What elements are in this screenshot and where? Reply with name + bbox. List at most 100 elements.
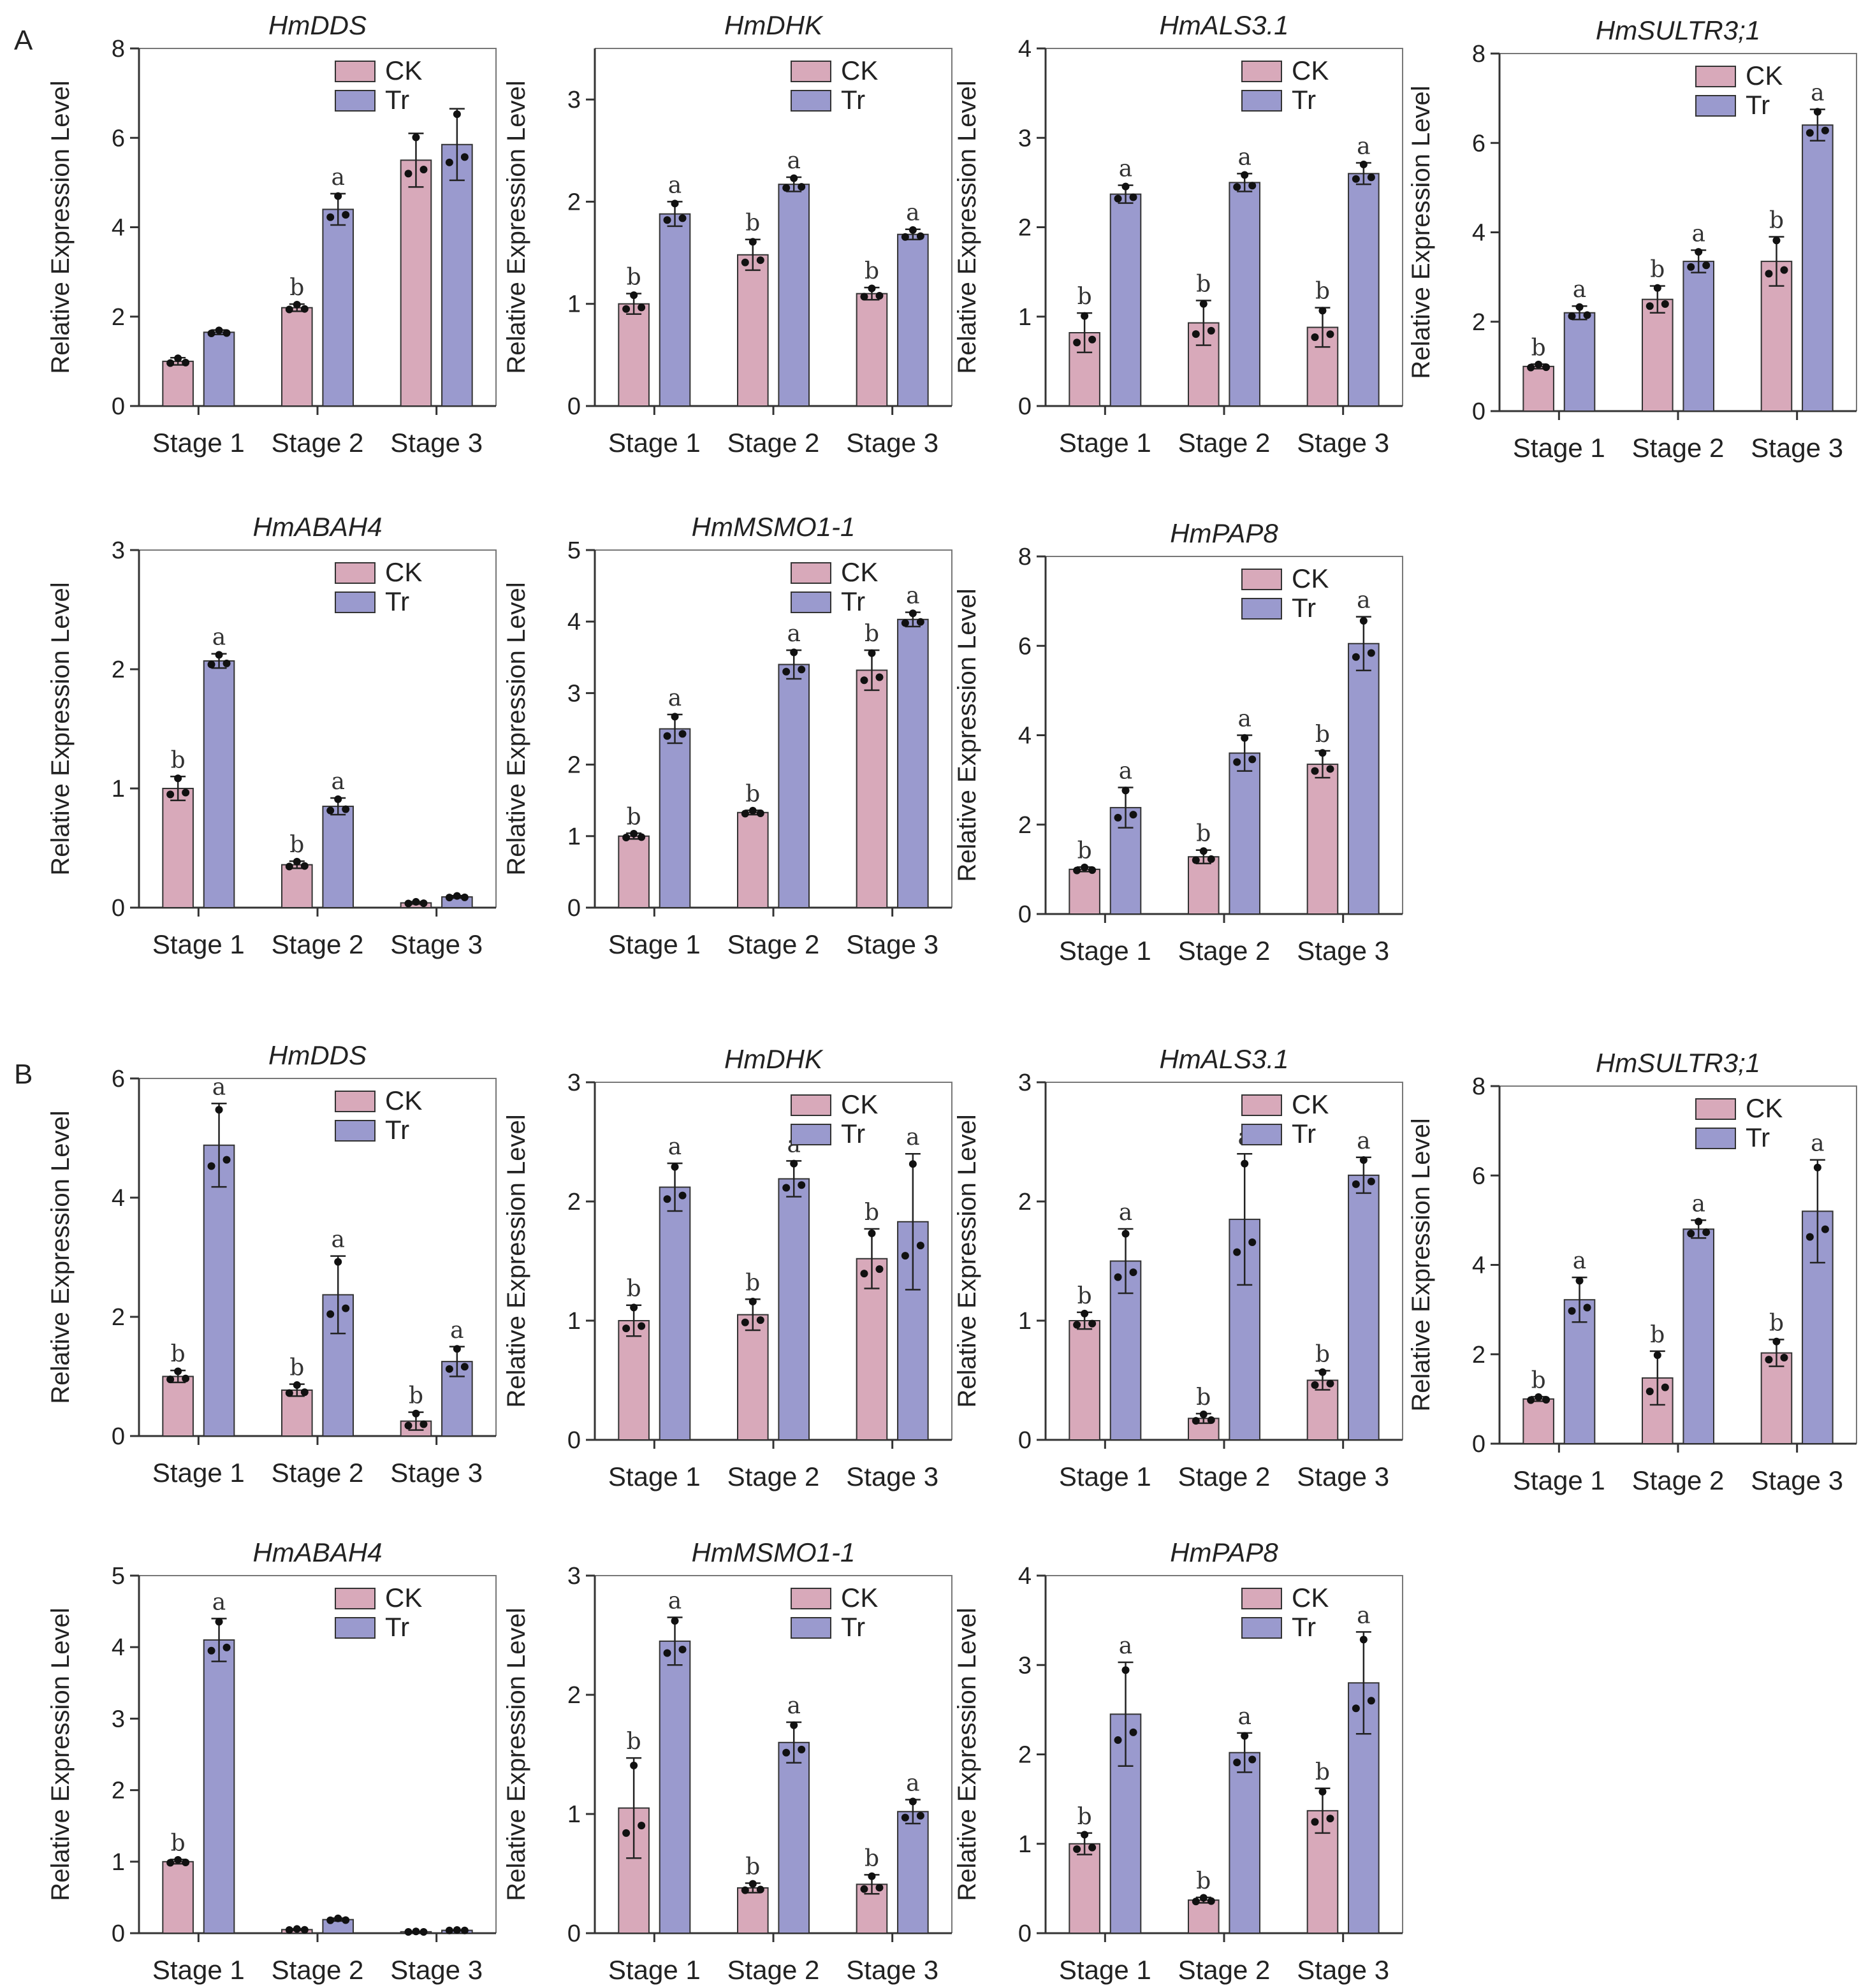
legend-swatch-tr bbox=[791, 1124, 831, 1145]
significance-letter: a bbox=[787, 148, 800, 174]
significance-letter: b bbox=[289, 832, 304, 858]
y-tick-label: 2 bbox=[1018, 215, 1032, 242]
significance-letter: b bbox=[865, 1200, 879, 1226]
replicate-dot bbox=[1542, 1396, 1551, 1404]
replicate-dot bbox=[901, 1813, 909, 1822]
y-tick-label: 2 bbox=[567, 752, 581, 779]
replicate-dot bbox=[215, 1618, 223, 1626]
replicate-dot bbox=[1073, 1845, 1081, 1854]
replicate-dot bbox=[445, 158, 453, 166]
plot-frame bbox=[595, 549, 952, 908]
replicate-dot bbox=[1367, 1697, 1375, 1705]
significance-letter: a bbox=[906, 200, 919, 226]
replicate-dot bbox=[223, 1643, 231, 1651]
y-tick-label: 1 bbox=[1018, 1308, 1032, 1335]
replicate-dot bbox=[460, 893, 469, 901]
chart-title: HmDHK bbox=[724, 10, 824, 40]
legend-label-tr: Tr bbox=[841, 1119, 865, 1149]
plot-frame bbox=[139, 1078, 497, 1436]
replicate-dot bbox=[182, 1858, 190, 1866]
replicate-dot bbox=[174, 1367, 182, 1375]
replicate-dot bbox=[901, 1252, 909, 1260]
bar-ck-1 bbox=[618, 1320, 650, 1440]
x-tick-label: Stage 1 bbox=[1059, 936, 1151, 966]
bar-tr-3 bbox=[897, 233, 929, 407]
chart-title: HmMSMO1-1 bbox=[692, 1537, 856, 1567]
bar-ck-1 bbox=[1069, 1843, 1100, 1934]
replicate-dot bbox=[622, 834, 631, 842]
replicate-dot bbox=[1311, 1818, 1319, 1826]
bar-ck-3 bbox=[400, 159, 432, 407]
plot-frame bbox=[1046, 1082, 1403, 1440]
replicate-dot bbox=[1114, 813, 1122, 822]
bar-ck-1 bbox=[618, 303, 650, 407]
replicate-dot bbox=[622, 1324, 631, 1333]
replicate-dot bbox=[741, 258, 749, 266]
plot-frame bbox=[1046, 556, 1403, 914]
legend-swatch-ck bbox=[791, 1588, 831, 1609]
replicate-dot bbox=[1765, 1356, 1773, 1364]
significance-letter: a bbox=[1119, 1200, 1132, 1226]
bar-tr-1 bbox=[203, 660, 235, 909]
replicate-dot bbox=[1241, 1159, 1249, 1168]
y-tick-label: 6 bbox=[1018, 633, 1032, 660]
replicate-dot bbox=[207, 1162, 215, 1170]
replicate-dot bbox=[342, 1304, 350, 1312]
replicate-dot bbox=[868, 1230, 876, 1238]
replicate-dot bbox=[1073, 866, 1081, 874]
replicate-dot bbox=[420, 166, 428, 174]
x-tick-label: Stage 3 bbox=[1297, 428, 1389, 458]
replicate-dot bbox=[285, 1926, 293, 1934]
replicate-dot bbox=[1114, 194, 1122, 203]
significance-letter: b bbox=[171, 1830, 186, 1856]
x-tick-label: Stage 1 bbox=[152, 929, 245, 959]
bar-ck-1 bbox=[1069, 868, 1100, 915]
replicate-dot bbox=[1248, 1755, 1257, 1764]
legend-swatch-ck bbox=[791, 61, 831, 82]
replicate-dot bbox=[1575, 303, 1584, 311]
y-tick-label: 0 bbox=[567, 393, 581, 420]
bar-tr-3 bbox=[897, 1811, 929, 1934]
y-axis-label: Relative Expression Level bbox=[1407, 85, 1435, 379]
replicate-dot bbox=[453, 892, 461, 900]
replicate-dot bbox=[293, 857, 301, 866]
replicate-dot bbox=[342, 211, 350, 219]
x-tick-label: Stage 3 bbox=[1297, 936, 1389, 966]
replicate-dot bbox=[748, 806, 757, 815]
legend-swatch-tr bbox=[1241, 1124, 1282, 1145]
legend-swatch-ck bbox=[335, 61, 376, 82]
y-tick-label: 1 bbox=[567, 1308, 581, 1335]
significance-letter: b bbox=[1077, 1804, 1092, 1830]
y-tick-label: 1 bbox=[1018, 304, 1032, 331]
significance-letter: a bbox=[450, 1317, 463, 1344]
legend-swatch-tr bbox=[1241, 1617, 1282, 1639]
replicate-dot bbox=[1702, 261, 1711, 270]
replicate-dot bbox=[1772, 1337, 1781, 1346]
replicate-dot bbox=[1088, 866, 1097, 874]
replicate-dot bbox=[1821, 1225, 1829, 1233]
replicate-dot bbox=[1653, 284, 1661, 292]
x-tick-label: Stage 1 bbox=[1513, 433, 1605, 463]
replicate-dot bbox=[223, 659, 231, 667]
replicate-dot bbox=[630, 829, 638, 838]
legend-swatch-ck bbox=[791, 1094, 831, 1116]
replicate-dot bbox=[782, 667, 791, 676]
replicate-dot bbox=[875, 1265, 884, 1273]
replicate-dot bbox=[1695, 1217, 1703, 1226]
replicate-dot bbox=[756, 256, 764, 265]
x-tick-label: Stage 1 bbox=[1513, 1465, 1605, 1495]
legend-label-ck: CK bbox=[1746, 61, 1783, 91]
replicate-dot bbox=[1192, 1417, 1200, 1425]
replicate-dot bbox=[453, 110, 461, 119]
y-axis-label: Relative Expression Level bbox=[502, 582, 530, 875]
replicate-dot bbox=[756, 809, 764, 817]
chart-6: HmPAP8 Relative Expression Level 0 2 4 6 8 Stag… bbox=[953, 518, 1403, 966]
replicate-dot bbox=[1121, 182, 1130, 191]
replicate-dot bbox=[1326, 1815, 1334, 1823]
replicate-dot bbox=[638, 303, 646, 312]
significance-letter: a bbox=[1811, 1131, 1824, 1157]
x-tick-label: Stage 3 bbox=[1751, 1465, 1843, 1495]
significance-letter: b bbox=[627, 1729, 641, 1755]
y-tick-label: 0 bbox=[567, 895, 581, 922]
replicate-dot bbox=[1702, 1228, 1711, 1237]
